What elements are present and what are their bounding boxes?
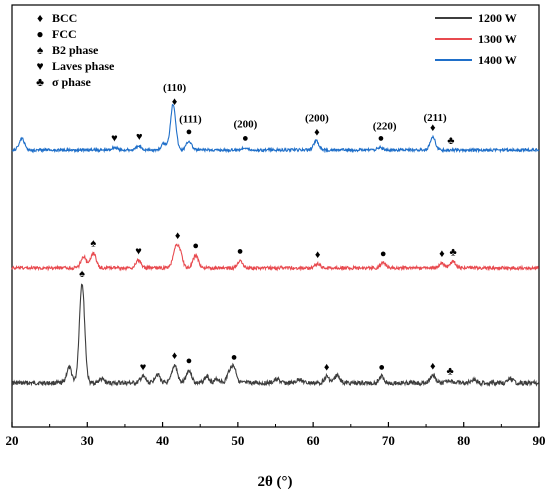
phase-legend-label: σ phase xyxy=(52,75,92,89)
peak-label: (111) xyxy=(179,113,202,125)
x-tick-label: 20 xyxy=(6,433,19,448)
series-legend: 1200 W 1300 W 1400 W xyxy=(435,11,517,67)
phase-legend-symbol: ● xyxy=(36,27,43,41)
x-tick-label: 80 xyxy=(457,433,470,448)
marker-layer: ♥ ♥ ♦ ● ● ♦ ● ♦ ♣ ♠ ♥ ♦ ● ● ♦ ● ♦ ♣ ♠ ♥ ♦ ● ● ♦ ● ♦ ♣ xyxy=(79,96,457,378)
phase-legend-symbol: ♦ xyxy=(37,11,43,25)
x-tick-label: 50 xyxy=(231,433,244,448)
x-axis-title: 2θ (°) xyxy=(257,474,292,490)
phase-legend-label: BCC xyxy=(52,11,77,25)
phase-marker: ● xyxy=(231,352,238,364)
x-tick-label: 70 xyxy=(382,433,395,448)
legend-label: 1400 W xyxy=(478,53,517,67)
series-line-1400w xyxy=(11,103,540,154)
series-line-1300w xyxy=(11,243,539,272)
phase-marker: ♠ xyxy=(90,238,96,250)
series-layer xyxy=(11,103,540,388)
phase-legend-label: Laves phase xyxy=(52,59,115,73)
phase-marker: ♦ xyxy=(172,96,178,108)
phase-marker: ♦ xyxy=(314,126,320,138)
phase-legend-label: FCC xyxy=(52,27,77,41)
phase-marker: ♥ xyxy=(140,362,147,374)
phase-marker: ● xyxy=(192,240,199,252)
peak-label: (200) xyxy=(233,119,257,131)
phase-marker: ♦ xyxy=(430,122,436,134)
phase-marker: ♦ xyxy=(315,249,321,261)
phase-marker: ♠ xyxy=(79,268,85,280)
phase-marker: ♥ xyxy=(111,132,118,144)
phase-marker: ♣ xyxy=(447,135,454,147)
x-tick-label: 60 xyxy=(307,433,320,448)
peak-label: (211) xyxy=(423,112,447,124)
peak-label: (220) xyxy=(373,120,397,132)
phase-marker: ● xyxy=(186,355,193,367)
legend-label: 1200 W xyxy=(478,11,517,25)
peak-label: (110) xyxy=(163,82,187,94)
phase-marker: ♥ xyxy=(136,131,143,143)
phase-marker: ● xyxy=(378,133,385,145)
phase-marker: ● xyxy=(186,126,193,138)
series-line-1200w xyxy=(11,283,540,388)
phase-legend-symbol: ♠ xyxy=(37,43,44,57)
x-tick-label: 40 xyxy=(156,433,169,448)
x-tick-label: 90 xyxy=(533,433,546,448)
phase-marker: ♣ xyxy=(450,247,457,259)
x-tick-label: 30 xyxy=(81,433,94,448)
phase-marker: ♥ xyxy=(135,245,142,257)
phase-legend: ♦ BCC ● FCC ♠ B2 phase ♥ Laves phase ♣ σ phase xyxy=(36,11,115,89)
peak-label: (200) xyxy=(305,112,329,124)
phase-legend-label: B2 phase xyxy=(52,43,99,57)
phase-marker: ● xyxy=(237,245,244,257)
phase-marker: ♦ xyxy=(324,362,330,374)
legend-label: 1300 W xyxy=(478,32,517,46)
phase-marker: ● xyxy=(378,362,385,374)
peak-label-layer: (110) (111) (200) (200) (220) (211) xyxy=(163,82,447,133)
phase-legend-symbol: ♣ xyxy=(36,75,44,89)
phase-marker: ● xyxy=(242,133,249,145)
phase-marker: ♦ xyxy=(175,230,181,242)
phase-marker: ♦ xyxy=(430,360,436,372)
phase-marker: ♦ xyxy=(172,350,178,362)
x-axis: 20 30 40 50 60 70 80 90 xyxy=(6,422,546,448)
phase-marker: ♣ xyxy=(447,365,454,377)
phase-marker: ♦ xyxy=(439,248,445,260)
phase-marker: ● xyxy=(380,248,387,260)
phase-legend-symbol: ♥ xyxy=(36,59,43,73)
